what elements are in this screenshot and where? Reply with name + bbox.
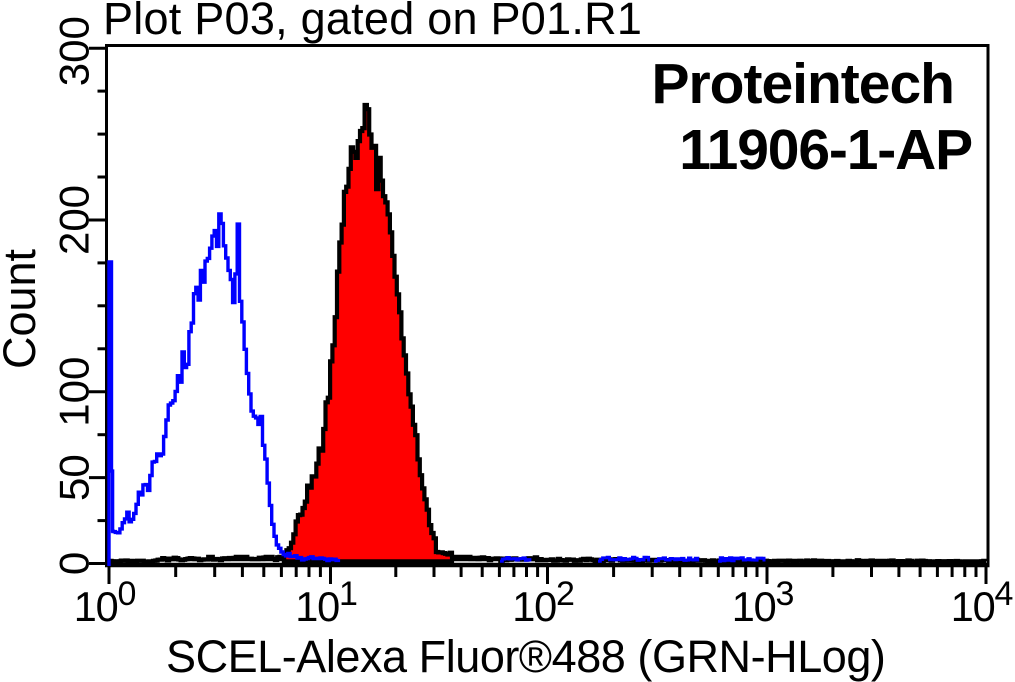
svg-text:50: 50: [51, 454, 98, 501]
svg-text:200: 200: [51, 185, 98, 255]
svg-text:300: 300: [51, 16, 98, 86]
svg-text:0: 0: [51, 552, 98, 575]
svg-text:SCEL-Alexa Fluor®488 (GRN-HLog: SCEL-Alexa Fluor®488 (GRN-HLog): [166, 631, 885, 682]
svg-text:101: 101: [295, 575, 357, 630]
svg-text:Count: Count: [0, 248, 45, 369]
svg-text:11906-1-AP: 11906-1-AP: [679, 118, 972, 182]
svg-text:Plot P03, gated on P01.R1: Plot P03, gated on P01.R1: [103, 0, 642, 44]
svg-text:103: 103: [732, 575, 794, 630]
svg-text:100: 100: [51, 357, 98, 427]
svg-text:Proteintech: Proteintech: [651, 52, 954, 116]
